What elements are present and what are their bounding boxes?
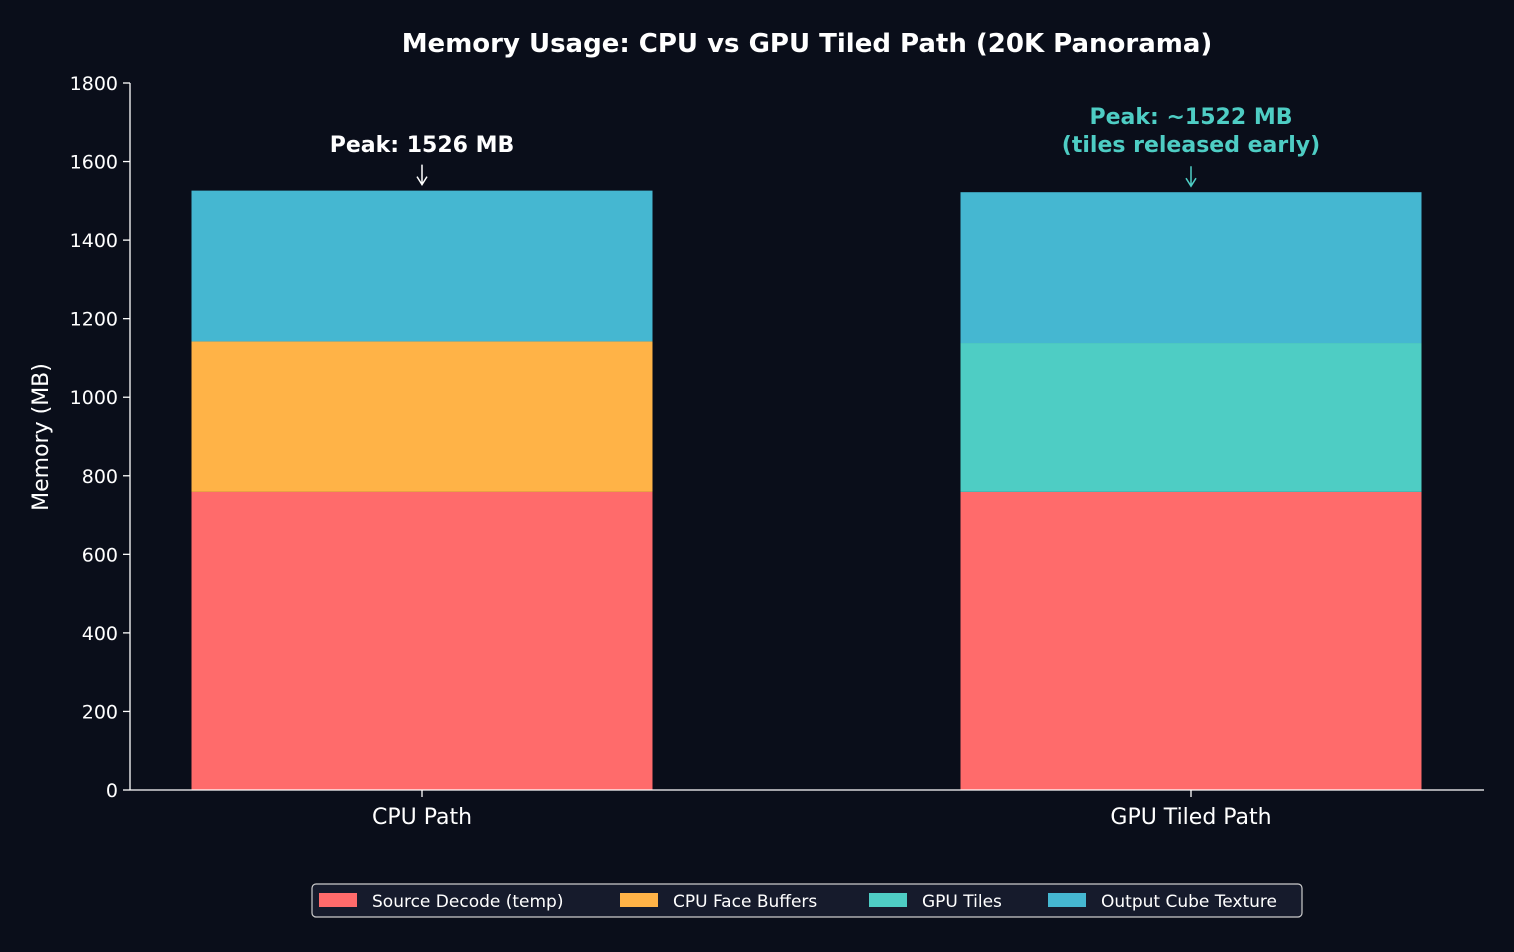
- legend-label: CPU Face Buffers: [673, 892, 817, 912]
- y-tick-label: 1600: [70, 152, 118, 174]
- peak-annotation: (tiles released early): [1062, 133, 1320, 158]
- chart-title: Memory Usage: CPU vs GPU Tiled Path (20K…: [402, 29, 1213, 59]
- legend-label: Output Cube Texture: [1101, 892, 1277, 912]
- legend-swatch: [1048, 893, 1086, 907]
- bar-segment-cpu-path-1: [191, 341, 653, 492]
- peak-annotation: Peak: 1526 MB: [330, 133, 515, 158]
- bar-segment-gpu-tiled-path-0: [960, 491, 1422, 790]
- legend-swatch: [620, 893, 658, 907]
- y-tick-label: 1000: [70, 387, 118, 409]
- legend: [311, 883, 1303, 918]
- y-axis-label: Memory (MB): [29, 363, 54, 511]
- annotation-arrow: [1185, 166, 1197, 188]
- y-tick-label: 1200: [70, 309, 118, 331]
- legend-swatch: [869, 893, 907, 907]
- y-tick-label: 0: [106, 780, 118, 802]
- bar-segment-gpu-tiled-path-3: [960, 192, 1422, 344]
- x-tick-label: GPU Tiled Path: [1110, 805, 1271, 830]
- peak-annotation: Peak: ~1522 MB: [1090, 105, 1293, 130]
- y-tick-label: 600: [82, 544, 118, 566]
- y-tick-label: 200: [82, 701, 118, 723]
- y-tick-label: 1800: [70, 73, 118, 95]
- bar-segment-cpu-path-3: [191, 190, 653, 342]
- legend-label: GPU Tiles: [922, 892, 1002, 912]
- bar-segment-cpu-path-0: [191, 491, 653, 790]
- bar-segment-gpu-tiled-path-2: [960, 343, 1422, 492]
- legend-swatch: [319, 893, 357, 907]
- y-tick-label: 800: [82, 466, 118, 488]
- y-tick-label: 400: [82, 623, 118, 645]
- legend-label: Source Decode (temp): [372, 892, 563, 912]
- annotation-arrow: [416, 164, 428, 187]
- x-tick-label: CPU Path: [372, 805, 472, 830]
- y-tick-label: 1400: [70, 230, 118, 252]
